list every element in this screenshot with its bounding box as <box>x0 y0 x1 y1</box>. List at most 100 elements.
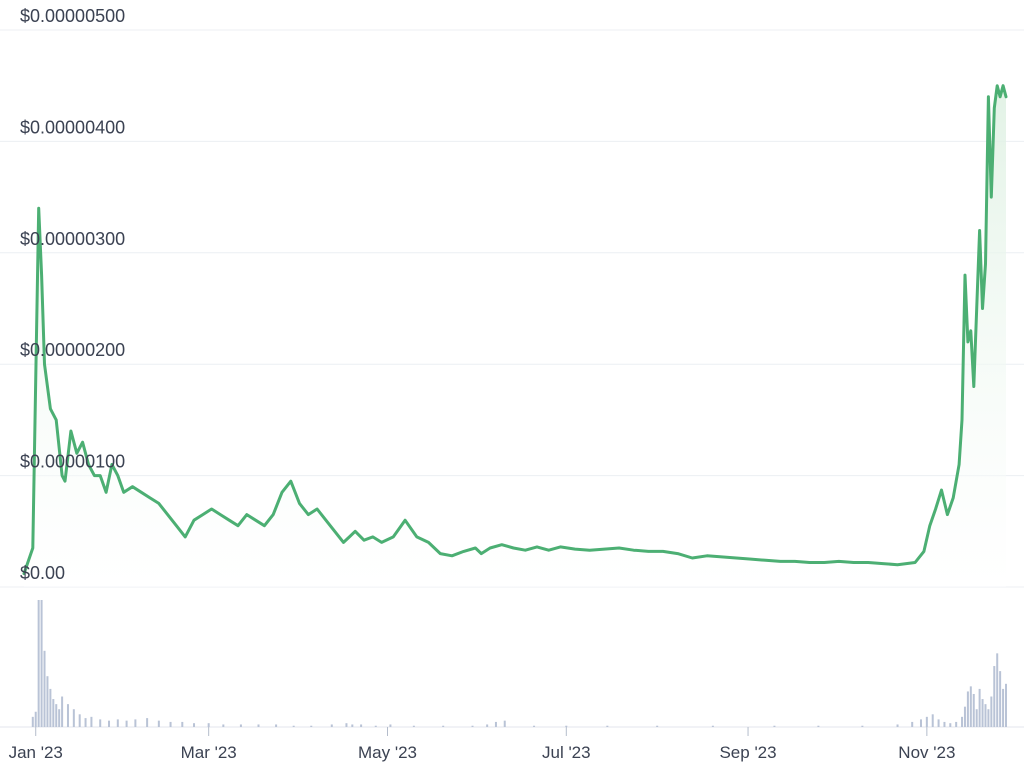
volume-bar <box>108 720 111 727</box>
volume-bar <box>471 725 474 727</box>
volume-bar <box>43 650 46 727</box>
y-tick-label: $0.00 <box>20 563 65 583</box>
volume-bar <box>911 721 914 727</box>
volume-bar <box>981 699 984 727</box>
volume-bar <box>169 721 172 727</box>
x-tick-label: May '23 <box>358 743 417 762</box>
volume-bar <box>146 718 149 727</box>
volume-bar <box>99 719 102 727</box>
price-line <box>22 84 1008 576</box>
volume-bar <box>896 724 899 727</box>
volume-bar <box>999 671 1002 727</box>
volume-bar <box>987 709 990 727</box>
volume-bar <box>969 686 972 727</box>
volume-bars <box>31 600 1007 727</box>
volume-bar <box>58 709 61 727</box>
volume-bar <box>961 716 964 727</box>
y-tick-label: $0.00000200 <box>20 340 125 360</box>
volume-bar <box>919 719 922 727</box>
volume-bar <box>360 724 363 727</box>
x-tick-label: Mar '23 <box>181 743 237 762</box>
volume-bar <box>412 725 415 727</box>
price-area <box>24 85 1006 587</box>
volume-bar <box>37 600 40 727</box>
volume-bar <box>61 696 64 727</box>
volume-bar <box>978 688 981 727</box>
volume-bar <box>389 724 392 727</box>
volume-bar <box>78 714 81 727</box>
volume-bar <box>1002 688 1005 727</box>
volume-bar <box>275 724 278 727</box>
volume-bar <box>817 725 820 727</box>
x-tick-label: Sep '23 <box>719 743 776 762</box>
volume-bar <box>330 724 333 727</box>
volume-bar <box>49 688 52 727</box>
volume-bar <box>990 696 993 727</box>
volume-bar <box>84 718 87 727</box>
volume-bar <box>963 706 966 727</box>
volume-bar <box>975 709 978 727</box>
volume-bar <box>503 720 506 727</box>
volume-bar <box>134 719 137 727</box>
volume-bar <box>193 723 196 727</box>
volume-bar <box>1005 683 1007 727</box>
volume-bar <box>351 724 354 727</box>
volume-bar <box>949 723 952 727</box>
y-tick-label: $0.00000100 <box>20 452 125 472</box>
volume-bar <box>606 725 609 727</box>
volume-bar <box>181 721 184 727</box>
y-tick-label: $0.00000500 <box>20 6 125 26</box>
volume-bar <box>442 725 445 727</box>
volume-bar <box>937 719 940 727</box>
volume-bar <box>966 691 969 727</box>
x-tick-label: Nov '23 <box>898 743 955 762</box>
volume-bar <box>116 719 119 727</box>
volume-bar <box>972 693 975 727</box>
y-axis-labels: $0.00 $0.00000100 $0.00000200 $0.00000300 $0… <box>20 6 125 583</box>
volume-bar <box>533 725 536 727</box>
volume-bar <box>711 725 714 727</box>
volume-bar <box>931 714 934 727</box>
volume-bar <box>374 725 377 727</box>
volume-bar <box>125 720 128 727</box>
volume-bar <box>207 723 210 727</box>
volume-bar <box>943 721 946 727</box>
volume-bar <box>993 666 996 727</box>
volume-bar <box>72 709 75 727</box>
volume-bar <box>984 704 987 727</box>
volume-bar <box>486 724 489 727</box>
x-tick-label: Jul '23 <box>542 743 591 762</box>
price-line-layer <box>22 84 1008 576</box>
gridlines <box>0 29 1024 728</box>
volume-bar <box>66 704 69 727</box>
volume-bar <box>565 725 568 727</box>
x-axis: Jan '23 Mar '23 May '23 Jul '23 Sep '23 Nov '… <box>9 727 955 762</box>
volume-bar <box>222 724 225 727</box>
price-area-fill <box>24 85 1006 587</box>
volume-bar <box>925 716 928 727</box>
volume-bar <box>773 725 776 727</box>
volume-bar <box>31 716 34 727</box>
x-tick-label: Jan '23 <box>9 743 63 762</box>
volume-bar <box>955 721 958 727</box>
volume-bar <box>157 720 160 727</box>
volume-bar <box>310 725 313 727</box>
y-tick-label: $0.00000400 <box>20 117 125 137</box>
volume-bar <box>46 676 49 727</box>
volume-bar <box>40 600 43 727</box>
volume-bar <box>345 723 348 727</box>
volume-bar <box>292 725 295 727</box>
volume-bar <box>257 724 260 727</box>
volume-bar <box>656 725 659 727</box>
volume-bar <box>494 721 497 727</box>
volume-bar <box>861 725 864 727</box>
volume-bar <box>90 716 93 727</box>
volume-bar <box>239 724 242 727</box>
volume-bar <box>55 704 58 727</box>
volume-bar <box>996 653 999 727</box>
volume-bar <box>34 711 37 727</box>
volume-bar <box>52 699 55 727</box>
y-tick-label: $0.00000300 <box>20 229 125 249</box>
